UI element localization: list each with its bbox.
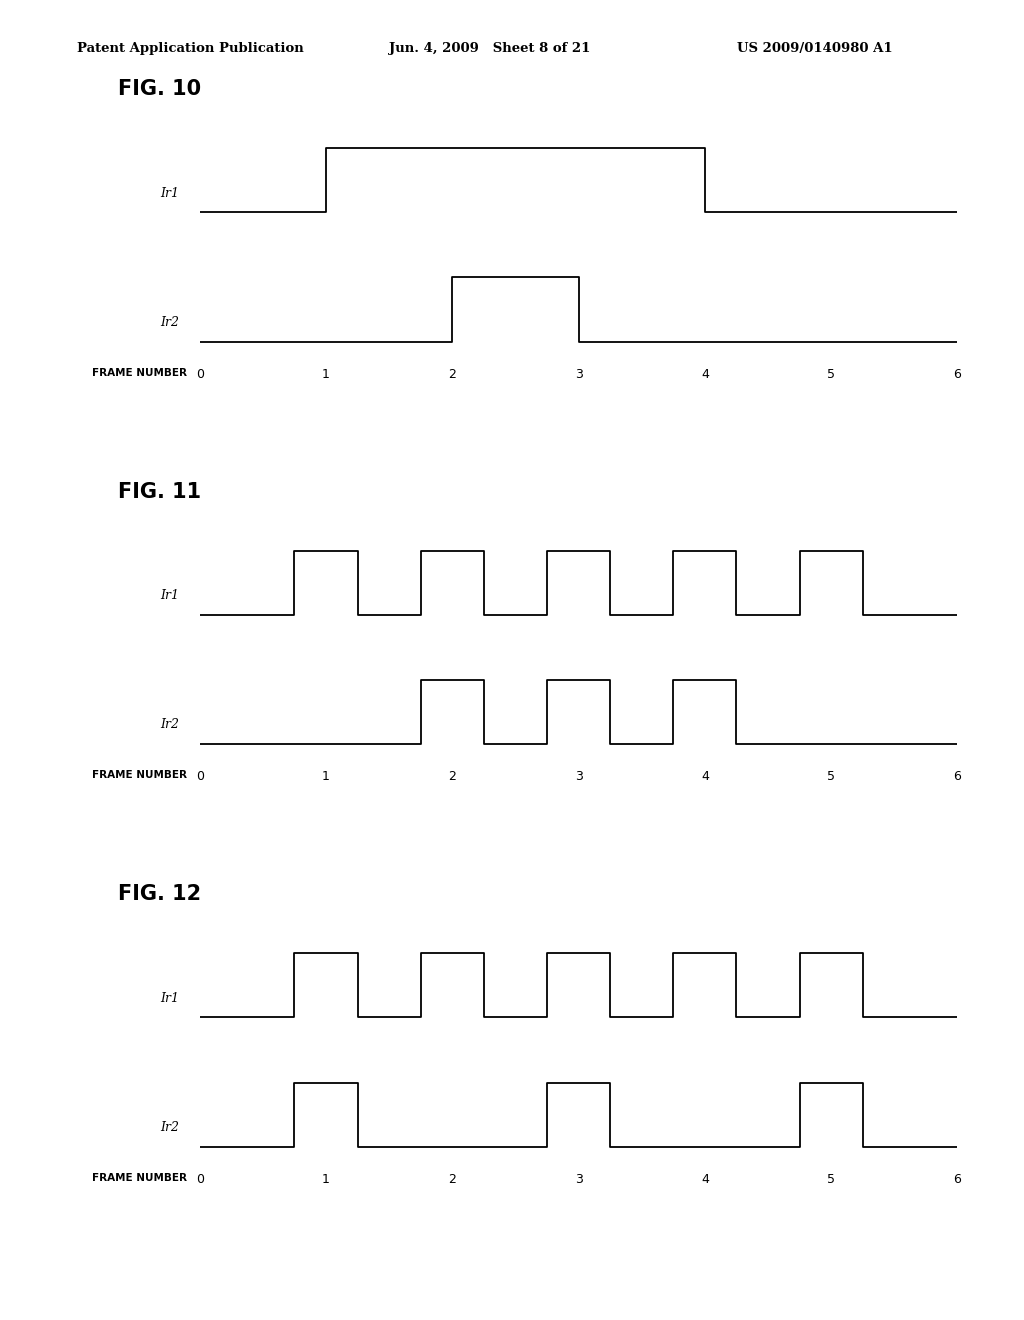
Text: 3: 3 [574, 771, 583, 783]
Text: FRAME NUMBER: FRAME NUMBER [92, 368, 187, 378]
Text: 3: 3 [574, 368, 583, 380]
Text: FIG. 11: FIG. 11 [118, 482, 201, 502]
Text: Ir1: Ir1 [160, 186, 179, 199]
Text: 5: 5 [827, 1173, 836, 1185]
Text: 2: 2 [449, 771, 457, 783]
Text: 1: 1 [322, 368, 330, 380]
Text: FRAME NUMBER: FRAME NUMBER [92, 771, 187, 780]
Text: FRAME NUMBER: FRAME NUMBER [92, 1173, 187, 1183]
Text: Ir2: Ir2 [160, 718, 179, 731]
Text: 4: 4 [700, 1173, 709, 1185]
Text: 5: 5 [827, 368, 836, 380]
Text: FIG. 12: FIG. 12 [118, 884, 201, 904]
Text: 6: 6 [953, 771, 962, 783]
Text: 0: 0 [196, 771, 204, 783]
Text: FIG. 10: FIG. 10 [118, 79, 201, 99]
Text: Ir2: Ir2 [160, 1121, 179, 1134]
Text: 4: 4 [700, 368, 709, 380]
Text: 4: 4 [700, 771, 709, 783]
Text: 1: 1 [322, 771, 330, 783]
Text: 2: 2 [449, 368, 457, 380]
Text: 6: 6 [953, 1173, 962, 1185]
Text: 3: 3 [574, 1173, 583, 1185]
Text: 0: 0 [196, 1173, 204, 1185]
Text: Jun. 4, 2009   Sheet 8 of 21: Jun. 4, 2009 Sheet 8 of 21 [389, 42, 591, 55]
Text: US 2009/0140980 A1: US 2009/0140980 A1 [737, 42, 893, 55]
Text: 1: 1 [322, 1173, 330, 1185]
Text: Ir1: Ir1 [160, 991, 179, 1005]
Text: 6: 6 [953, 368, 962, 380]
Text: Ir1: Ir1 [160, 589, 179, 602]
Text: Patent Application Publication: Patent Application Publication [77, 42, 303, 55]
Text: 0: 0 [196, 368, 204, 380]
Text: 5: 5 [827, 771, 836, 783]
Text: 2: 2 [449, 1173, 457, 1185]
Text: Ir2: Ir2 [160, 315, 179, 329]
